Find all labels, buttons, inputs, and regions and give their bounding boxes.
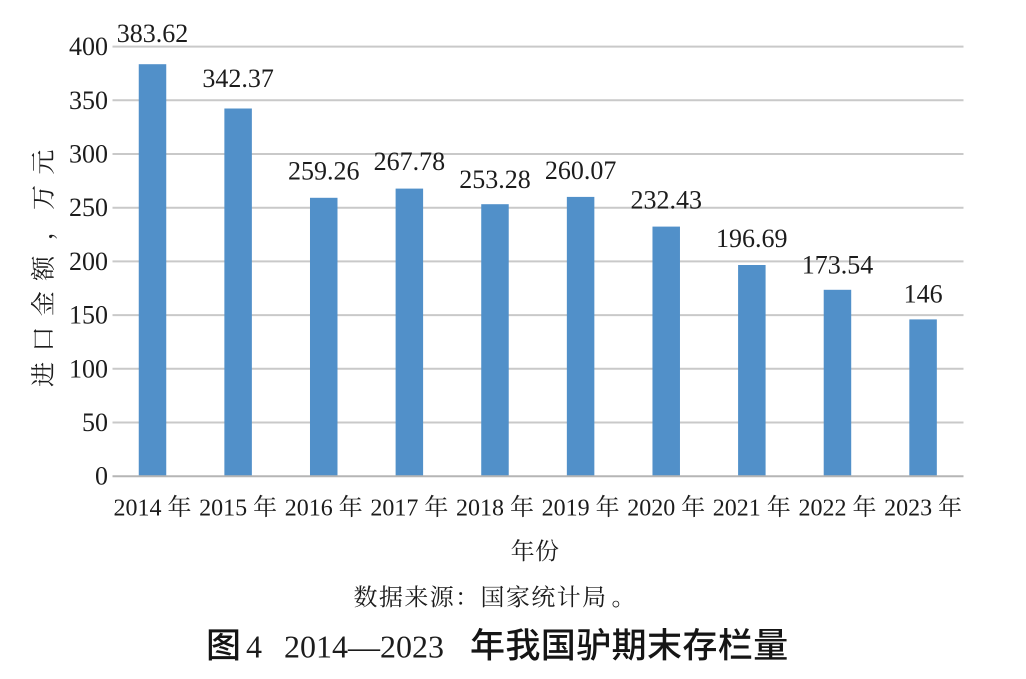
- svg-text:400: 400: [69, 32, 108, 61]
- svg-text:260.07: 260.07: [545, 156, 617, 185]
- svg-text:200: 200: [69, 247, 108, 276]
- svg-text:2023: 2023: [884, 495, 932, 521]
- svg-text:259.26: 259.26: [288, 156, 360, 185]
- svg-text:2022: 2022: [799, 495, 847, 521]
- svg-text:2018: 2018: [456, 495, 504, 521]
- svg-text:146: 146: [904, 279, 943, 308]
- svg-text:2015: 2015: [199, 495, 247, 521]
- svg-text:383.62: 383.62: [117, 19, 189, 48]
- svg-text:100: 100: [69, 354, 108, 383]
- svg-text:232.43: 232.43: [630, 186, 702, 215]
- svg-text:2017: 2017: [370, 495, 418, 521]
- svg-text:342.37: 342.37: [202, 64, 274, 93]
- svg-text:2014—2023: 2014—2023: [284, 629, 444, 665]
- svg-text:150: 150: [69, 301, 108, 330]
- svg-text:300: 300: [69, 140, 108, 169]
- svg-text:350: 350: [69, 86, 108, 115]
- svg-text:2014: 2014: [114, 495, 162, 521]
- svg-text:0: 0: [95, 462, 108, 491]
- svg-text:4: 4: [246, 629, 262, 665]
- svg-text:267.78: 267.78: [374, 147, 446, 176]
- svg-text:173.54: 173.54: [802, 250, 874, 279]
- svg-text:2020: 2020: [627, 495, 675, 521]
- svg-text:196.69: 196.69: [716, 224, 788, 253]
- svg-text:50: 50: [82, 408, 108, 437]
- svg-text:250: 250: [69, 193, 108, 222]
- svg-text:2021: 2021: [713, 495, 761, 521]
- svg-text:2019: 2019: [542, 495, 590, 521]
- svg-text:253.28: 253.28: [459, 165, 531, 194]
- svg-text:2016: 2016: [285, 495, 333, 521]
